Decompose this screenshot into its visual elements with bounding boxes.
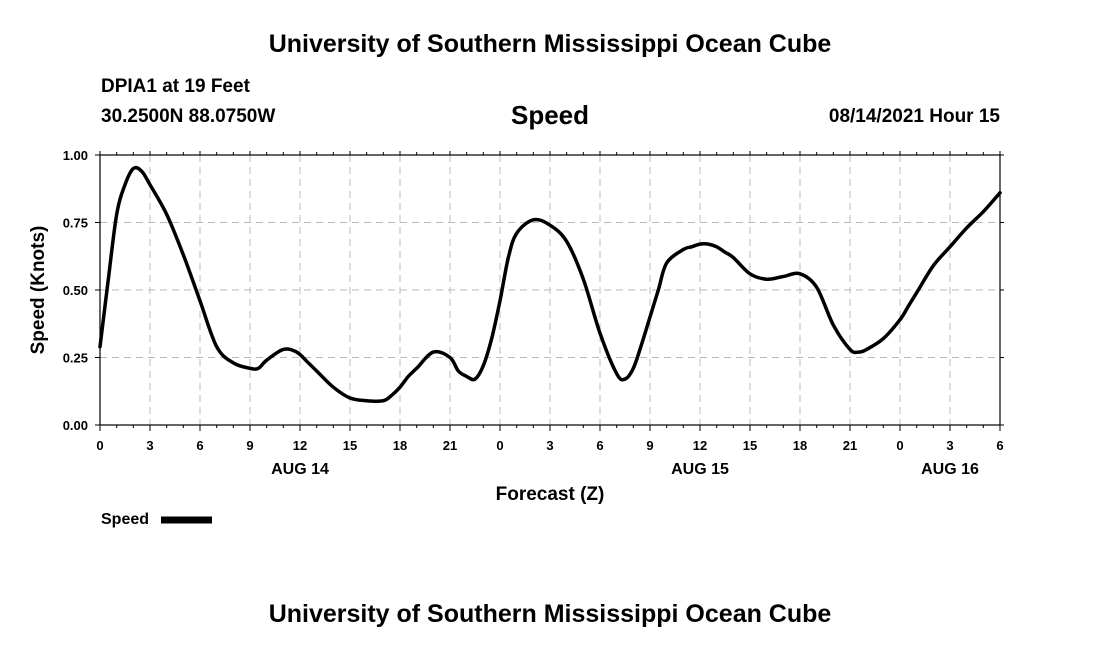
x-tick-label: 6: [596, 438, 603, 453]
chart-title: University of Southern Mississippi Ocean…: [268, 30, 832, 58]
x-tick-label: 0: [96, 438, 103, 453]
x-tick-label: 12: [293, 438, 307, 453]
x-tick-label: 15: [743, 438, 757, 453]
legend: Speed: [101, 511, 212, 528]
x-tick-label: 3: [546, 438, 553, 453]
y-tick-label: 1.00: [63, 148, 88, 163]
x-tick-label: 6: [996, 438, 1003, 453]
x-tick-label: 9: [246, 438, 253, 453]
y-tick-label: 0.75: [63, 216, 88, 231]
x-tick-label: 15: [343, 438, 357, 453]
x-tick-label: 0: [896, 438, 903, 453]
x-tick-label: 0: [496, 438, 503, 453]
axes: 0.00 0.25 0.50 0.75 1.00 0 3 6 9 12 15 18 21 0 3 6 9 12 15…: [63, 148, 1004, 478]
variable-title: Speed: [510, 100, 590, 130]
x-tick-label: 18: [393, 438, 407, 453]
x-tick-label: 3: [946, 438, 953, 453]
date-label: AUG 14: [271, 461, 329, 478]
grid-lines: [100, 155, 1000, 425]
date-label: AUG 16: [921, 461, 979, 478]
datetime-label: 08/14/2021 Hour 15: [828, 106, 1000, 127]
x-tick-label: 6: [196, 438, 203, 453]
speed-series-line: [98, 165, 1002, 403]
y-tick-label: 0.00: [63, 418, 88, 433]
y-tick-label: 0.50: [63, 283, 88, 298]
legend-label: Speed: [101, 511, 149, 528]
y-axis-label: Speed (Knots): [28, 226, 49, 355]
x-tick-label: 3: [146, 438, 153, 453]
x-tick-label: 12: [693, 438, 707, 453]
footer-title: University of Southern Mississippi Ocean…: [268, 600, 832, 628]
date-label: AUG 15: [671, 461, 729, 478]
x-tick-label: 21: [443, 438, 457, 453]
x-tick-label: 18: [793, 438, 807, 453]
x-tick-label: 21: [843, 438, 857, 453]
y-tick-label: 0.25: [63, 351, 88, 366]
x-axis-label: Forecast (Z): [496, 484, 605, 505]
coordinates-label: 30.2500N 88.0750W: [101, 106, 276, 127]
x-tick-label: 9: [646, 438, 653, 453]
station-label: DPIA1 at 19 Feet: [101, 76, 250, 97]
